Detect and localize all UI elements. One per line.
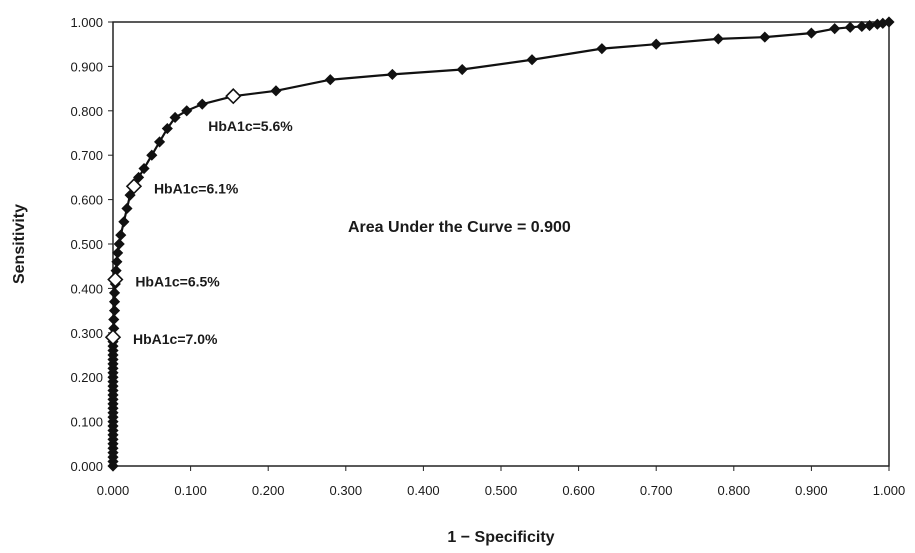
y-tick-label: 0.800 bbox=[70, 104, 103, 119]
roc-point bbox=[386, 68, 398, 80]
threshold-label: HbA1c=6.5% bbox=[135, 274, 220, 290]
x-tick-label: 0.000 bbox=[97, 483, 130, 498]
y-tick-label: 0.900 bbox=[70, 59, 103, 74]
y-axis-title: Sensitivity bbox=[11, 204, 28, 284]
roc-point bbox=[161, 122, 173, 135]
roc-point bbox=[169, 111, 181, 124]
roc-point bbox=[112, 247, 124, 259]
x-axis-ticks: 0.000 0.100 0.200 0.300 0.400 0.500 0.600 0.700… bbox=[97, 466, 906, 498]
x-tick-label: 0.700 bbox=[640, 483, 673, 498]
roc-point bbox=[108, 313, 120, 326]
x-tick-label: 0.300 bbox=[330, 483, 363, 498]
y-tick-label: 0.000 bbox=[70, 459, 103, 474]
threshold-labels: HbA1c=5.6% HbA1c=6.1% HbA1c=6.5% HbA1c=7.0% bbox=[133, 118, 293, 347]
x-tick-label: 0.600 bbox=[562, 483, 595, 498]
roc-point bbox=[883, 16, 895, 28]
roc-point bbox=[115, 229, 127, 241]
roc-point bbox=[844, 21, 856, 33]
roc-point bbox=[121, 202, 133, 215]
x-tick-label: 0.900 bbox=[795, 483, 828, 498]
threshold-marker bbox=[107, 271, 124, 288]
threshold-marker bbox=[225, 88, 242, 105]
plot-area-border bbox=[112, 21, 890, 467]
roc-point bbox=[196, 98, 208, 110]
threshold-marker bbox=[125, 178, 143, 195]
roc-point bbox=[153, 136, 166, 148]
roc-point bbox=[650, 38, 662, 50]
y-tick-label: 0.700 bbox=[70, 148, 103, 163]
y-tick-label: 0.600 bbox=[70, 193, 103, 208]
threshold-marker bbox=[104, 329, 122, 346]
x-tick-label: 1.000 bbox=[873, 483, 906, 498]
threshold-markers bbox=[104, 88, 242, 346]
roc-point bbox=[113, 238, 125, 250]
roc-point bbox=[759, 31, 771, 43]
roc-point bbox=[456, 63, 468, 76]
roc-point bbox=[118, 216, 130, 228]
threshold-label: HbA1c=7.0% bbox=[133, 331, 218, 347]
roc-point bbox=[526, 54, 538, 66]
x-axis-title: 1 − Specificity bbox=[447, 529, 554, 546]
roc-point bbox=[829, 23, 841, 35]
roc-point bbox=[108, 296, 121, 308]
y-tick-label: 0.400 bbox=[70, 281, 103, 296]
threshold-label: HbA1c=5.6% bbox=[208, 118, 293, 134]
roc-point bbox=[138, 162, 150, 175]
threshold-label: HbA1c=6.1% bbox=[154, 180, 239, 196]
x-tick-label: 0.200 bbox=[252, 483, 285, 498]
auc-annotation: Area Under the Curve = 0.900 bbox=[348, 219, 571, 236]
roc-point bbox=[108, 287, 121, 299]
y-tick-label: 0.300 bbox=[70, 326, 103, 341]
x-tick-label: 0.800 bbox=[718, 483, 751, 498]
y-tick-label: 0.200 bbox=[70, 370, 103, 385]
roc-point bbox=[270, 85, 282, 97]
roc-point bbox=[324, 74, 336, 86]
y-axis-ticks: 0.000 0.100 0.200 0.300 0.400 0.500 0.600 0.700… bbox=[70, 15, 113, 474]
roc-point bbox=[596, 43, 608, 55]
roc-point bbox=[181, 105, 193, 117]
roc-point bbox=[146, 149, 158, 161]
roc-point bbox=[108, 305, 121, 317]
roc-curve-line bbox=[111, 20, 890, 466]
roc-point bbox=[805, 27, 817, 39]
y-tick-label: 0.100 bbox=[70, 415, 103, 430]
x-tick-label: 0.100 bbox=[174, 483, 207, 498]
y-tick-label: 1.000 bbox=[70, 15, 103, 30]
roc-curve-points bbox=[107, 16, 895, 472]
x-tick-label: 0.400 bbox=[407, 483, 440, 498]
roc-point bbox=[111, 256, 123, 268]
y-tick-label: 0.500 bbox=[70, 237, 103, 252]
roc-point bbox=[133, 171, 145, 183]
x-tick-label: 0.500 bbox=[485, 483, 518, 498]
roc-point bbox=[712, 33, 724, 45]
